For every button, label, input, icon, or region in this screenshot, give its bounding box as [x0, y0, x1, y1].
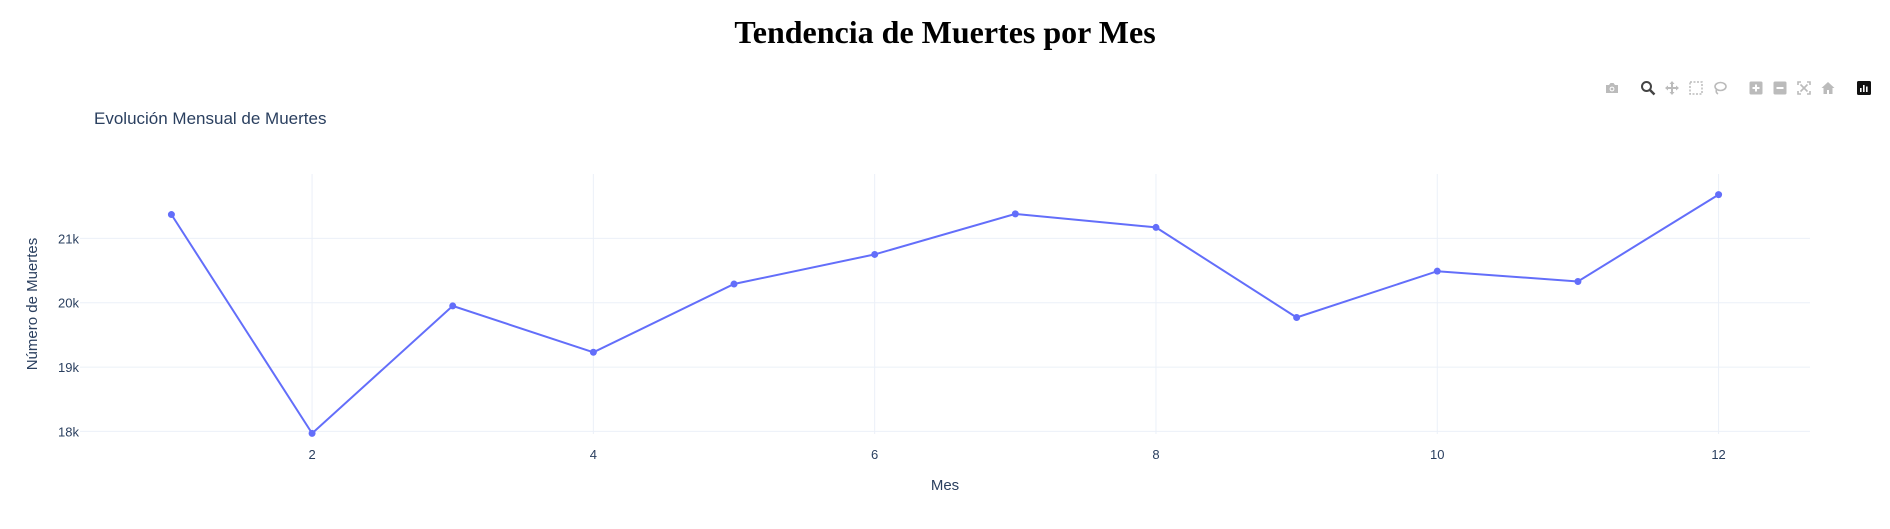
data-point [1152, 223, 1160, 231]
x-tick-label: 12 [1711, 447, 1725, 462]
lasso-select-icon[interactable] [1708, 78, 1732, 98]
x-tick-label: 6 [871, 447, 878, 462]
pan-icon[interactable] [1660, 78, 1684, 98]
data-point [1715, 191, 1723, 199]
data-point [871, 250, 879, 258]
y-axis-label: Número de Muertes [24, 238, 41, 371]
x-axis-label: Mes [931, 477, 959, 494]
x-axis-ticks: 2 4 6 8 10 12 [308, 447, 1725, 462]
grid [80, 174, 1810, 434]
data-point [1293, 314, 1301, 322]
data-point [1433, 267, 1441, 275]
series-line [170, 193, 1720, 435]
x-tick-label: 4 [590, 447, 597, 462]
data-point [1011, 210, 1019, 218]
zoom-icon[interactable] [1636, 78, 1660, 98]
data-point [730, 280, 738, 288]
y-tick-label: 21k [58, 231, 79, 246]
reset-axes-icon[interactable] [1816, 78, 1840, 98]
zoom-out-icon[interactable] [1768, 78, 1792, 98]
data-point [1574, 277, 1582, 285]
zoom-in-icon[interactable] [1744, 78, 1768, 98]
chart-container: Evolución Mensual de Muertes 2 4 6 8 10 12 18… [0, 100, 1890, 524]
data-point [589, 348, 597, 356]
chart-title: Evolución Mensual de Muertes [94, 109, 326, 128]
x-tick-label: 2 [308, 447, 315, 462]
plotly-logo-icon[interactable] [1852, 78, 1876, 98]
data-point [167, 211, 175, 219]
y-tick-label: 20k [58, 296, 79, 311]
autoscale-icon[interactable] [1792, 78, 1816, 98]
x-tick-label: 10 [1430, 447, 1444, 462]
data-point [449, 302, 457, 310]
x-tick-label: 8 [1152, 447, 1159, 462]
data-points [167, 191, 1723, 437]
y-tick-label: 19k [58, 360, 79, 375]
data-point [308, 429, 316, 437]
page-title: Tendencia de Muertes por Mes [734, 14, 1156, 50]
box-select-icon[interactable] [1684, 78, 1708, 98]
camera-icon[interactable] [1600, 78, 1624, 98]
line-chart: Evolución Mensual de Muertes 2 4 6 8 10 12 18… [24, 109, 1810, 494]
y-tick-label: 18k [58, 424, 79, 439]
chart-modebar [1588, 78, 1876, 98]
y-axis-ticks: 18k 19k 20k 21k [58, 231, 79, 439]
